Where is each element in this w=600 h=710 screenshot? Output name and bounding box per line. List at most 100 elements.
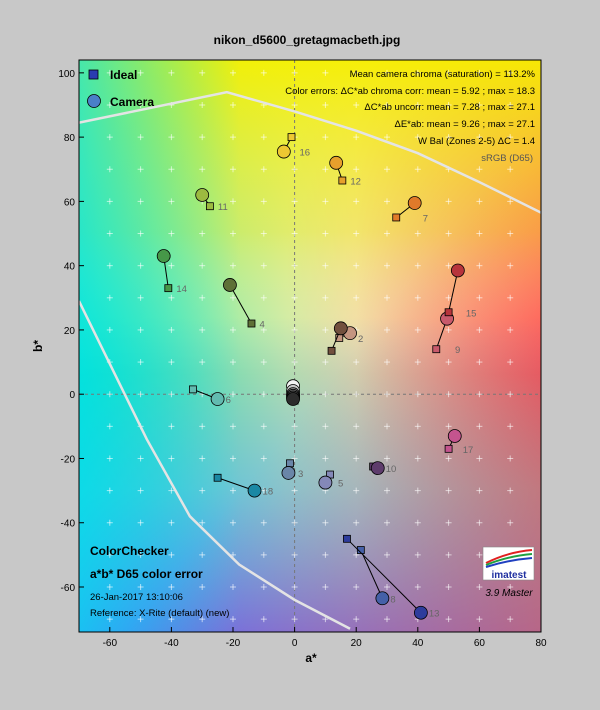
patch-13: 13	[343, 534, 439, 620]
grid-cross	[322, 230, 329, 237]
camera-marker	[156, 249, 171, 263]
grid-cross	[414, 551, 421, 558]
grid-cross	[507, 616, 514, 623]
grid-cross	[137, 551, 144, 558]
grid-cross	[445, 423, 452, 430]
camera-marker	[286, 392, 300, 406]
grid-cross	[168, 326, 175, 333]
y-tick-label: 100	[58, 69, 75, 80]
grid-cross	[291, 584, 298, 591]
camera-marker	[318, 475, 333, 490]
grid-cross	[353, 230, 360, 237]
grid-cross	[168, 423, 175, 430]
grid-cross	[291, 551, 298, 558]
gamut-boundary-upper	[79, 90, 541, 214]
grid-cross	[168, 262, 175, 269]
patch-label: 15	[466, 308, 477, 319]
patch-label: 18	[263, 487, 274, 498]
grid-cross	[291, 519, 298, 526]
grid-cross	[260, 262, 267, 269]
patch-5: 5	[318, 470, 343, 490]
grid-cross	[168, 198, 175, 205]
grid-cross	[445, 359, 452, 366]
x-tick-label: -60	[103, 638, 118, 649]
grid-cross	[414, 69, 421, 76]
grid-cross	[230, 262, 236, 269]
grid-cross	[384, 519, 390, 526]
grid-cross	[291, 487, 298, 494]
patch-11: 11	[195, 188, 228, 213]
ideal-marker	[338, 176, 347, 185]
logo-text: imatest	[491, 570, 527, 581]
grid-cross	[322, 551, 329, 558]
grid-cross	[322, 391, 329, 398]
legend-camera-marker	[87, 94, 101, 108]
grid-cross	[291, 455, 298, 462]
grid-cross	[414, 584, 421, 591]
camera-marker	[247, 483, 262, 498]
camera-marker	[333, 321, 348, 336]
grid-cross	[353, 198, 360, 205]
grid-cross	[168, 294, 175, 301]
grid-cross	[230, 198, 236, 205]
y-tick-label: -20	[61, 454, 76, 465]
grid-cross	[445, 616, 452, 623]
grid-cross	[353, 166, 360, 173]
grid-cross	[230, 294, 236, 301]
grid-cross	[476, 101, 483, 108]
grid-cross	[168, 391, 175, 398]
grid-cross	[445, 134, 452, 141]
grid-cross	[353, 551, 360, 558]
camera-marker	[210, 392, 225, 406]
grid-cross	[137, 198, 144, 205]
grid-cross	[353, 455, 360, 462]
ideal-marker	[189, 385, 197, 394]
grid-cross	[384, 487, 390, 494]
grid-cross	[353, 519, 360, 526]
patch-label: 14	[176, 284, 187, 295]
grid-cross	[260, 487, 267, 494]
patch-label: 4	[259, 320, 264, 331]
error-line	[360, 549, 383, 599]
x-tick-label: 80	[535, 638, 547, 649]
ideal-marker	[444, 444, 453, 453]
axis-ticks: -60 -40 -20 0 20 40 60 80 -60 -40 -20 0 20 40 60 80 100	[58, 69, 547, 649]
grid-cross	[260, 198, 267, 205]
grid-cross	[199, 359, 206, 366]
patch-1	[327, 321, 348, 355]
grid-cross	[384, 101, 390, 108]
camera-marker	[407, 196, 422, 210]
grid-cross	[507, 294, 514, 301]
ideal-marker	[247, 319, 256, 328]
grid-cross	[230, 584, 236, 591]
camera-marker	[195, 188, 210, 202]
grid-cross	[353, 423, 360, 430]
grid-cross	[445, 487, 452, 494]
ideal-marker	[392, 213, 401, 222]
grid-cross	[476, 616, 483, 623]
grid-cross	[384, 423, 390, 430]
camera-marker	[450, 263, 465, 278]
grid-cross	[168, 616, 175, 623]
grid-cross	[476, 166, 483, 173]
grid-cross	[260, 616, 267, 623]
grid-cross	[260, 551, 267, 558]
grid-cross	[168, 166, 175, 173]
stat-mean-chroma: Mean camera chroma (saturation) = 113.2%	[350, 69, 536, 80]
grid-cross	[445, 69, 452, 76]
grid-cross	[260, 584, 267, 591]
grid-cross	[445, 198, 452, 205]
grid-cross	[384, 551, 390, 558]
grid-cross	[230, 69, 236, 76]
grid-cross	[507, 101, 514, 108]
grid-cross	[353, 69, 360, 76]
grid-cross	[230, 134, 236, 141]
ideal-marker	[343, 534, 351, 543]
grid-cross	[137, 519, 144, 526]
grid-cross	[291, 423, 298, 430]
gamut-label: sRGB (D65)	[481, 153, 533, 164]
grid-cross	[384, 294, 390, 301]
y-tick-label: 80	[64, 133, 76, 144]
grid-cross	[106, 198, 113, 205]
grid-cross	[106, 391, 113, 398]
